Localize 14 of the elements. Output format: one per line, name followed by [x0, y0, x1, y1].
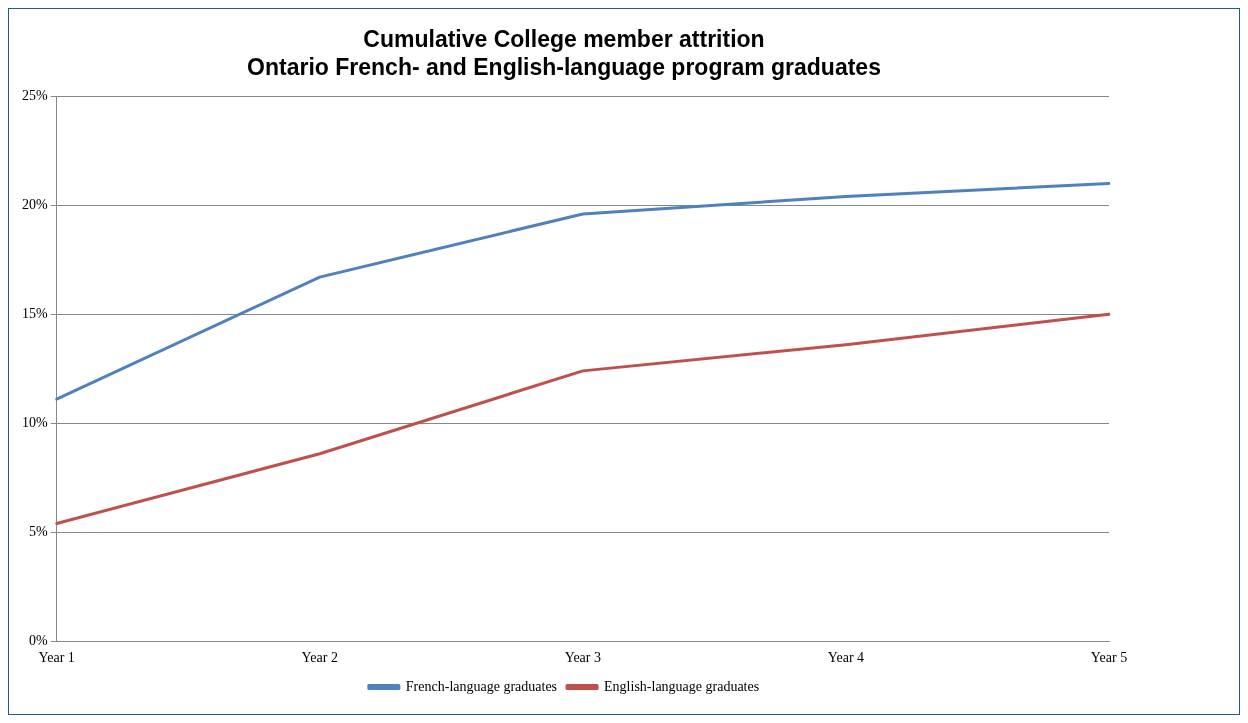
x-tick-label: Year 3 [564, 650, 601, 666]
y-tick-label: 25% [21, 87, 48, 103]
x-tick-label: Year 1 [38, 650, 75, 666]
chart-title: Cumulative College member attrition Ontario French- and English-language program graduates [247, 26, 881, 80]
y-tick-label: 10% [21, 414, 48, 430]
legend-label: English-language graduates [604, 678, 760, 694]
y-tick-label: 5% [28, 523, 48, 539]
y-tick-label: 0% [28, 632, 48, 648]
legend-label: French-language graduates [405, 678, 558, 694]
y-tick-label: 20% [21, 196, 48, 212]
x-tick-label: Year 4 [827, 650, 865, 666]
y-tick-label: 15% [21, 305, 48, 321]
x-tick-label: Year 2 [301, 650, 338, 666]
x-tick-label: Year 5 [1090, 650, 1128, 666]
